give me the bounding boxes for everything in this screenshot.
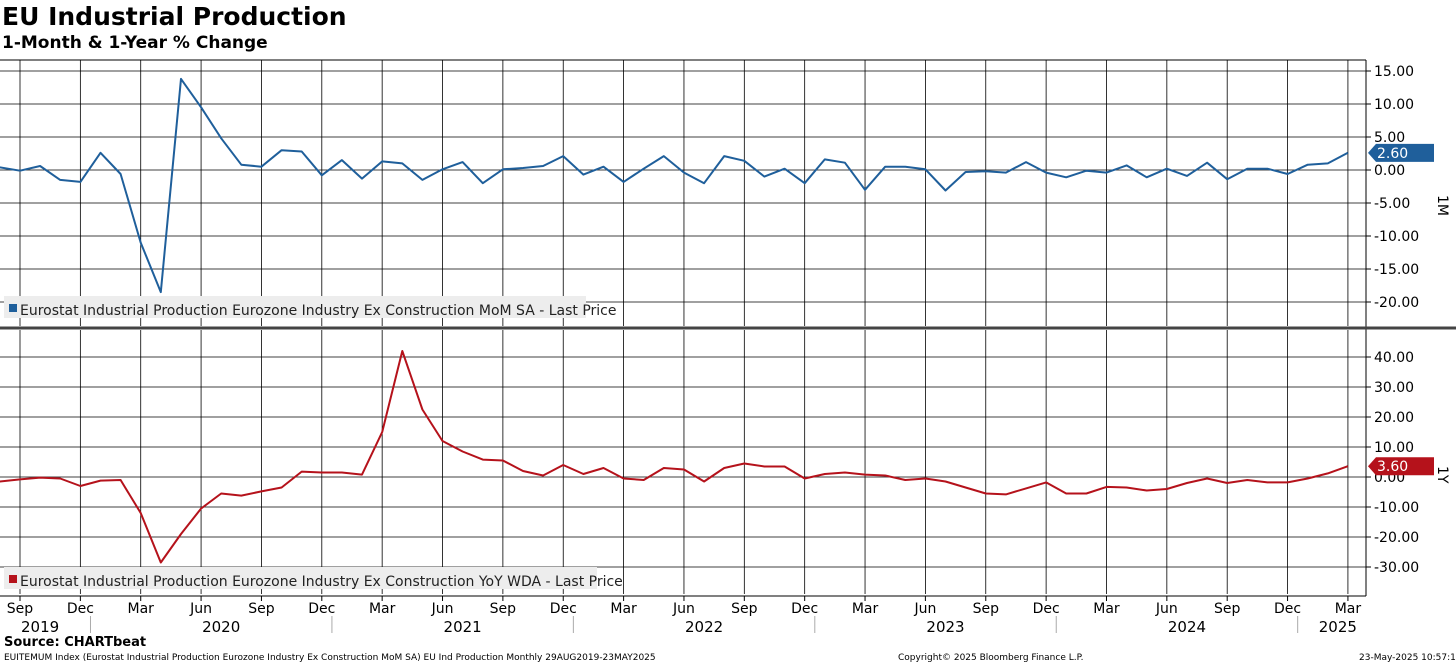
x-tick-label: Sep: [731, 601, 758, 617]
x-tick-label: Dec: [550, 601, 577, 617]
y-tick-label: -10.00: [1374, 229, 1419, 245]
y-tick-label: 5.00: [1374, 130, 1405, 146]
yoy-series-line: [0, 350, 1349, 564]
x-tick-label: Dec: [791, 601, 818, 617]
y-tick-label: -15.00: [1374, 262, 1419, 278]
x-year-label: 2022: [685, 618, 723, 636]
y-tick-label: 30.00: [1374, 380, 1414, 396]
y-tick-label: 15.00: [1374, 64, 1414, 80]
chart-subtitle: 1-Month & 1-Year % Change: [2, 33, 268, 53]
x-year-label: 2021: [444, 618, 482, 636]
x-tick-label: Dec: [67, 601, 94, 617]
x-year-label: 2019: [21, 618, 59, 636]
y-tick-label: -5.00: [1374, 196, 1410, 212]
last-value-label: 2.60: [1377, 146, 1408, 162]
x-year-label: 2020: [202, 618, 240, 636]
axis-side-label: 1M: [1434, 195, 1450, 216]
x-tick-label: Sep: [973, 601, 1000, 617]
legend-background: [4, 567, 597, 589]
x-tick-label: Dec: [1274, 601, 1301, 617]
x-year-label: 2024: [1168, 618, 1206, 636]
legend-swatch: [9, 575, 17, 583]
last-value-label: 3.60: [1377, 459, 1408, 475]
y-tick-label: -30.00: [1374, 560, 1419, 576]
x-year-label: 2023: [926, 618, 964, 636]
y-tick-label: 0.00: [1374, 163, 1405, 179]
x-tick-label: Jun: [1155, 601, 1178, 617]
legend-label: Eurostat Industrial Production Eurozone …: [20, 574, 623, 590]
footer-index-description: EUITEMUM Index (Eurostat Industrial Prod…: [4, 653, 656, 663]
last-value-tag: [1368, 143, 1434, 162]
y-tick-label: 20.00: [1374, 410, 1414, 426]
x-tick-label: Jun: [913, 601, 936, 617]
source-note: Source: CHARTbeat: [4, 635, 147, 650]
chart-title: EU Industrial Production: [2, 2, 347, 31]
legend-swatch: [9, 304, 17, 312]
last-value-tag: [1368, 457, 1434, 476]
x-tick-label: Sep: [7, 601, 34, 617]
y-tick-label: 10.00: [1374, 440, 1414, 456]
y-tick-label: 10.00: [1374, 97, 1414, 113]
x-tick-label: Dec: [308, 601, 335, 617]
footer-copyright: Copyright© 2025 Bloomberg Finance L.P.: [898, 653, 1084, 663]
x-tick-label: Mar: [1335, 601, 1362, 617]
y-tick-label: -20.00: [1374, 295, 1419, 311]
x-tick-label: Sep: [1214, 601, 1241, 617]
x-tick-label: Mar: [128, 601, 155, 617]
axis-side-label: 1Y: [1434, 466, 1450, 484]
x-tick-label: Dec: [1033, 601, 1060, 617]
x-tick-label: Sep: [490, 601, 517, 617]
x-tick-label: Jun: [189, 601, 212, 617]
x-tick-label: Jun: [672, 601, 695, 617]
y-tick-label: -20.00: [1374, 530, 1419, 546]
x-tick-label: Mar: [852, 601, 879, 617]
footer-timestamp: 23-May-2025 10:57:10: [1359, 653, 1456, 663]
x-year-label: 2025: [1319, 618, 1357, 636]
x-tick-label: Mar: [610, 601, 637, 617]
x-tick-label: Sep: [248, 601, 275, 617]
x-tick-label: Mar: [1093, 601, 1120, 617]
y-tick-label: -10.00: [1374, 500, 1419, 516]
x-tick-label: Jun: [431, 601, 454, 617]
legend-label: Eurostat Industrial Production Eurozone …: [20, 303, 616, 319]
x-tick-label: Mar: [369, 601, 396, 617]
legend-background: [4, 296, 586, 318]
y-tick-label: 40.00: [1374, 350, 1414, 366]
mom-series-line: [0, 77, 1349, 294]
